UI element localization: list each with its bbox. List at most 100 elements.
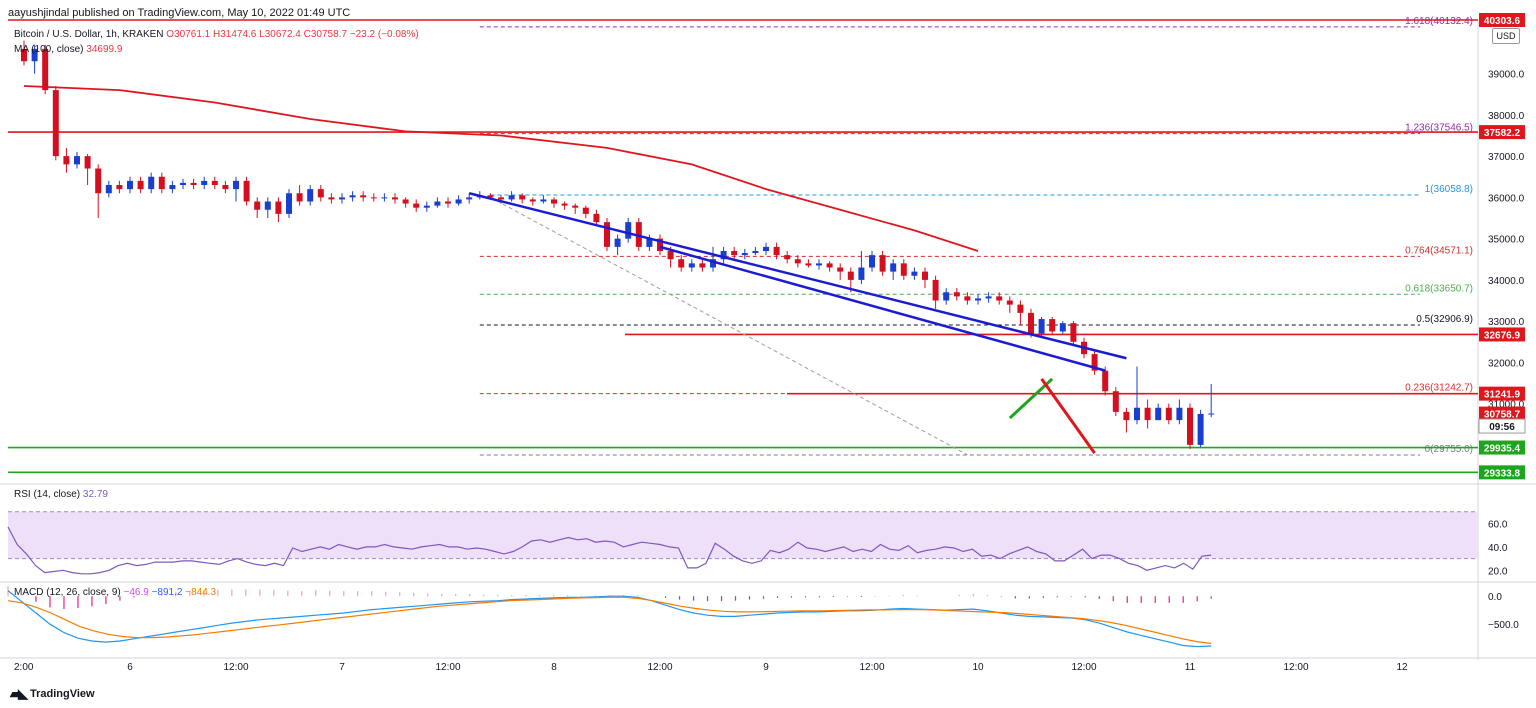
rsi-tick-label: 60.0 xyxy=(1488,519,1508,530)
price-level-badge xyxy=(1479,327,1525,342)
macd-hist-value: −46.9 xyxy=(123,587,149,598)
symbol-legend: Bitcoin / U.S. Dollar, 1h, KRAKEN O30761… xyxy=(14,29,419,40)
candle-body xyxy=(275,201,282,214)
candle-body xyxy=(646,238,653,247)
candle-body xyxy=(63,156,70,165)
fib-diagonal xyxy=(490,196,968,456)
fib-level-label: 0.764(34571.1) xyxy=(1405,245,1473,256)
time-tick-label: 6 xyxy=(127,662,133,673)
fib-level-label: 0(29755.0) xyxy=(1425,444,1473,455)
price-tick-label: 36000.0 xyxy=(1488,193,1525,204)
candle-body xyxy=(529,199,536,202)
rsi-tick-label: 40.0 xyxy=(1488,543,1508,554)
price-tick-label: 32000.0 xyxy=(1488,358,1525,369)
candle-body xyxy=(890,263,897,272)
macd-signal-line xyxy=(7,596,1212,645)
candle-body xyxy=(1134,407,1140,421)
candle-body xyxy=(996,296,1003,301)
candle-body xyxy=(211,180,218,185)
price-tick-label: 35000.0 xyxy=(1488,235,1525,246)
fib-level-label: 1(36058.8) xyxy=(1425,184,1473,195)
price-tick-label: 34000.0 xyxy=(1488,276,1525,287)
price-level-badge xyxy=(1479,440,1525,455)
ma-value: 34699.9 xyxy=(86,44,123,55)
candle-body xyxy=(763,246,769,251)
fib-level-label: 1.618(40132.4) xyxy=(1405,16,1473,27)
candle-body xyxy=(148,176,155,190)
candle-body xyxy=(254,201,261,210)
candle-body xyxy=(180,182,186,185)
time-tick-label: 12:00 xyxy=(1071,662,1096,673)
candle-body xyxy=(402,199,409,204)
candle-body xyxy=(360,195,367,198)
candle-body xyxy=(869,255,875,268)
candle-body xyxy=(731,251,738,256)
candle-body xyxy=(317,189,324,198)
candle-body xyxy=(434,201,441,206)
candle-body xyxy=(1102,370,1109,392)
candle-body xyxy=(1006,300,1013,305)
tradingview-logo-icon: ▰◣ xyxy=(10,686,28,701)
candle-body xyxy=(127,180,133,190)
fib-level-label: 1.236(37546.5) xyxy=(1405,123,1473,134)
candle-body xyxy=(339,197,345,200)
candle-body xyxy=(752,251,759,254)
candle-body xyxy=(699,263,706,268)
price-tick-label: 37000.0 xyxy=(1488,152,1525,163)
candle-body xyxy=(31,48,38,62)
candle-body xyxy=(985,296,992,299)
candle-body xyxy=(307,189,314,202)
candle-body xyxy=(964,296,971,301)
price-tick-label: 38000.0 xyxy=(1488,111,1525,122)
candle-body xyxy=(847,271,854,280)
candle-body xyxy=(900,263,907,276)
candle-body xyxy=(582,207,589,214)
candle-body xyxy=(1144,407,1151,421)
candle-body xyxy=(1028,312,1034,334)
current-price-badge-label: 30758.7 xyxy=(1484,410,1521,421)
price-level-badge xyxy=(1479,386,1525,401)
time-tick-label: 9 xyxy=(763,662,769,673)
ohlc-values: O30761.1 H31474.6 L30672.4 C30758.7 −23.… xyxy=(166,29,419,40)
candle-body xyxy=(678,259,685,268)
candle-body xyxy=(201,180,208,185)
publish-note: aayushjindal published on TradingView.co… xyxy=(8,7,351,19)
fib-level-label: 0.618(33650.7) xyxy=(1405,283,1473,294)
candle-body xyxy=(614,238,621,247)
candle-body xyxy=(1197,413,1204,445)
rsi-band xyxy=(8,511,1478,559)
candle-body xyxy=(932,279,939,301)
currency-badge[interactable]: USD xyxy=(1492,28,1520,44)
candle-body xyxy=(519,195,526,200)
candle-body xyxy=(1017,304,1024,313)
candle-body xyxy=(975,298,981,301)
candle-body xyxy=(392,197,398,200)
trendline xyxy=(468,192,1127,360)
time-tick-label: 7 xyxy=(339,662,345,673)
candle-body xyxy=(1165,407,1172,421)
price-tick-label: 33000.0 xyxy=(1488,317,1525,328)
price-tick-label: 39000.0 xyxy=(1488,70,1525,81)
candle-body xyxy=(42,48,49,91)
macd-legend: MACD (12, 26, close, 9) −46.9 −891.2 −84… xyxy=(14,587,216,598)
candle-body xyxy=(116,185,123,190)
footer-brand[interactable]: ▰◣ TradingView xyxy=(10,686,95,702)
candle-body xyxy=(1091,354,1098,371)
candle-body xyxy=(487,195,494,198)
candle-body xyxy=(837,267,844,272)
candle-body xyxy=(667,251,674,260)
candle-body xyxy=(741,253,748,256)
candle-body xyxy=(370,197,377,199)
price-level-badge xyxy=(1479,465,1525,480)
rsi-line xyxy=(7,526,1212,575)
candle-body xyxy=(233,180,239,190)
candle-body xyxy=(381,197,388,199)
candle-body xyxy=(826,263,833,268)
candle-body xyxy=(243,180,250,202)
candle-body xyxy=(466,197,473,200)
ma-legend: MA (100, close) 34699.9 xyxy=(14,44,122,55)
price-tick-label: 31000.0 xyxy=(1488,400,1525,411)
price-level-badge xyxy=(1479,13,1525,27)
